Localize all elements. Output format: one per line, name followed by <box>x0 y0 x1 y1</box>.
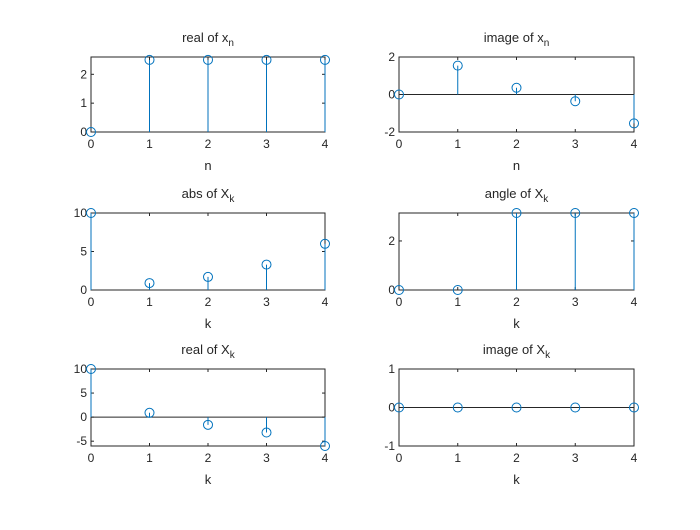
y-tick-label: -5 <box>76 434 87 448</box>
x-axis-label: n <box>204 158 211 173</box>
stem-marker <box>629 118 639 129</box>
stem-marker <box>320 238 330 249</box>
stem-marker <box>570 208 581 218</box>
stem-marker <box>203 54 213 65</box>
subplot-title: real of Xk <box>181 342 235 361</box>
x-tick-label: 4 <box>322 295 329 309</box>
x-tick-label: 4 <box>322 451 329 465</box>
x-tick-label: 2 <box>513 137 520 151</box>
stem-marker <box>261 427 272 438</box>
stem-marker <box>144 54 155 65</box>
subplot-4: 0 1 2 3 4 0 2 k angle of Xk <box>388 186 639 331</box>
y-tick-label: 1 <box>80 96 87 110</box>
stem-marker <box>452 402 463 413</box>
stem-marker <box>86 364 96 374</box>
y-tick-label: 5 <box>80 245 87 259</box>
x-tick-label: 4 <box>322 137 329 151</box>
stem-marker <box>511 82 522 93</box>
subplot-1: 0 1 2 3 4 0 1 2 n real of xn <box>80 30 330 173</box>
x-tick-label: 4 <box>631 295 638 309</box>
stem-marker <box>394 402 404 413</box>
stem-marker <box>629 402 639 413</box>
subplot-title: image of xn <box>484 30 550 49</box>
stem-marker <box>452 285 463 295</box>
subplot-title: real of xn <box>182 30 234 49</box>
x-tick-label: 1 <box>146 451 153 465</box>
x-axis-label: k <box>205 472 212 487</box>
x-axis-label: k <box>513 316 520 331</box>
stem-marker <box>203 419 213 430</box>
x-axis-label: n <box>513 158 520 173</box>
x-tick-label: 3 <box>263 137 270 151</box>
x-tick-label: 3 <box>572 451 579 465</box>
y-tick-label: 2 <box>388 50 395 64</box>
y-tick-label: -2 <box>384 125 395 139</box>
y-tick-label: 0 <box>388 88 395 102</box>
stem-marker <box>320 441 330 451</box>
x-tick-label: 2 <box>513 295 520 309</box>
y-tick-label: 1 <box>388 362 395 376</box>
y-tick-label: 0 <box>80 283 87 297</box>
x-tick-label: 4 <box>631 451 638 465</box>
subplot-title: angle of Xk <box>485 186 550 205</box>
x-tick-label: 1 <box>454 451 461 465</box>
x-tick-label: 1 <box>146 137 153 151</box>
x-tick-label: 0 <box>396 295 403 309</box>
stem-marker <box>86 208 96 218</box>
x-tick-label: 0 <box>88 295 95 309</box>
x-tick-label: 1 <box>454 137 461 151</box>
y-tick-label: 0 <box>388 283 395 297</box>
y-tick-label: 2 <box>80 67 87 81</box>
y-tick-label: 5 <box>80 386 87 400</box>
stem-marker <box>394 89 404 100</box>
y-tick-label: 10 <box>74 362 88 376</box>
x-tick-label: 0 <box>396 451 403 465</box>
y-tick-label: 10 <box>74 206 88 220</box>
x-tick-label: 2 <box>205 137 212 151</box>
x-tick-label: 2 <box>205 295 212 309</box>
subplot-title: image of Xk <box>483 342 551 361</box>
x-tick-label: 0 <box>88 137 95 151</box>
x-tick-label: 3 <box>572 137 579 151</box>
x-tick-label: 1 <box>146 295 153 309</box>
stem-marker <box>86 127 96 137</box>
stem-marker <box>394 285 404 295</box>
stem-marker <box>570 96 581 107</box>
x-tick-label: 2 <box>205 451 212 465</box>
y-tick-label: 0 <box>80 410 87 424</box>
x-axis-label: k <box>205 316 212 331</box>
x-tick-label: 3 <box>263 295 270 309</box>
subplot-title: abs of Xk <box>182 186 236 205</box>
axes-box <box>90 368 326 447</box>
x-tick-label: 4 <box>631 137 638 151</box>
stem-marker <box>570 402 581 413</box>
subplot-3: 0 1 2 3 4 0 5 10 k abs of Xk <box>74 186 330 331</box>
stem-marker <box>144 407 155 418</box>
x-tick-label: 1 <box>454 295 461 309</box>
y-tick-label: 0 <box>388 401 395 415</box>
y-tick-label: 2 <box>388 234 395 248</box>
x-tick-label: 0 <box>88 451 95 465</box>
stem-marker <box>320 54 330 65</box>
x-tick-label: 3 <box>572 295 579 309</box>
stem-marker <box>629 208 639 218</box>
stem-marker <box>261 259 272 270</box>
y-tick-label: 0 <box>80 125 87 139</box>
stem-marker <box>511 208 522 218</box>
x-axis-label: k <box>513 472 520 487</box>
stem-marker <box>261 54 272 65</box>
stem-marker <box>144 278 155 289</box>
stem-marker <box>203 271 213 282</box>
x-tick-label: 3 <box>263 451 270 465</box>
stem-marker <box>452 60 463 71</box>
x-tick-label: 2 <box>513 451 520 465</box>
x-tick-label: 0 <box>396 137 403 151</box>
y-tick-label: -1 <box>384 439 395 453</box>
stem-marker <box>511 402 522 413</box>
